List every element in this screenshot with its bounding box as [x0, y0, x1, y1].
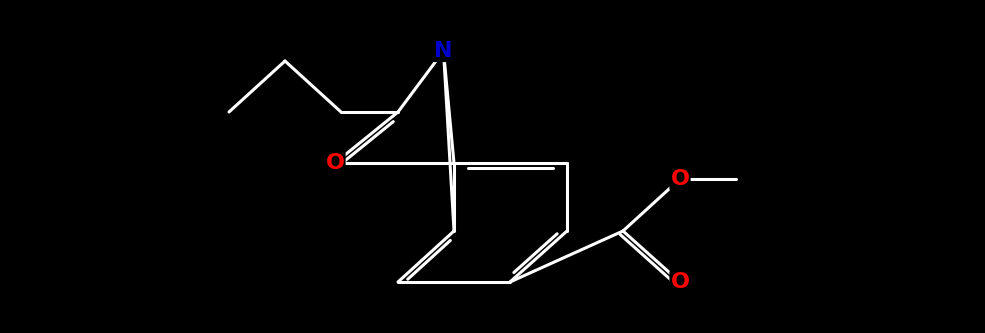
Text: O: O: [671, 169, 690, 189]
Text: N: N: [434, 41, 453, 61]
Text: O: O: [325, 153, 345, 173]
Text: O: O: [671, 272, 690, 292]
